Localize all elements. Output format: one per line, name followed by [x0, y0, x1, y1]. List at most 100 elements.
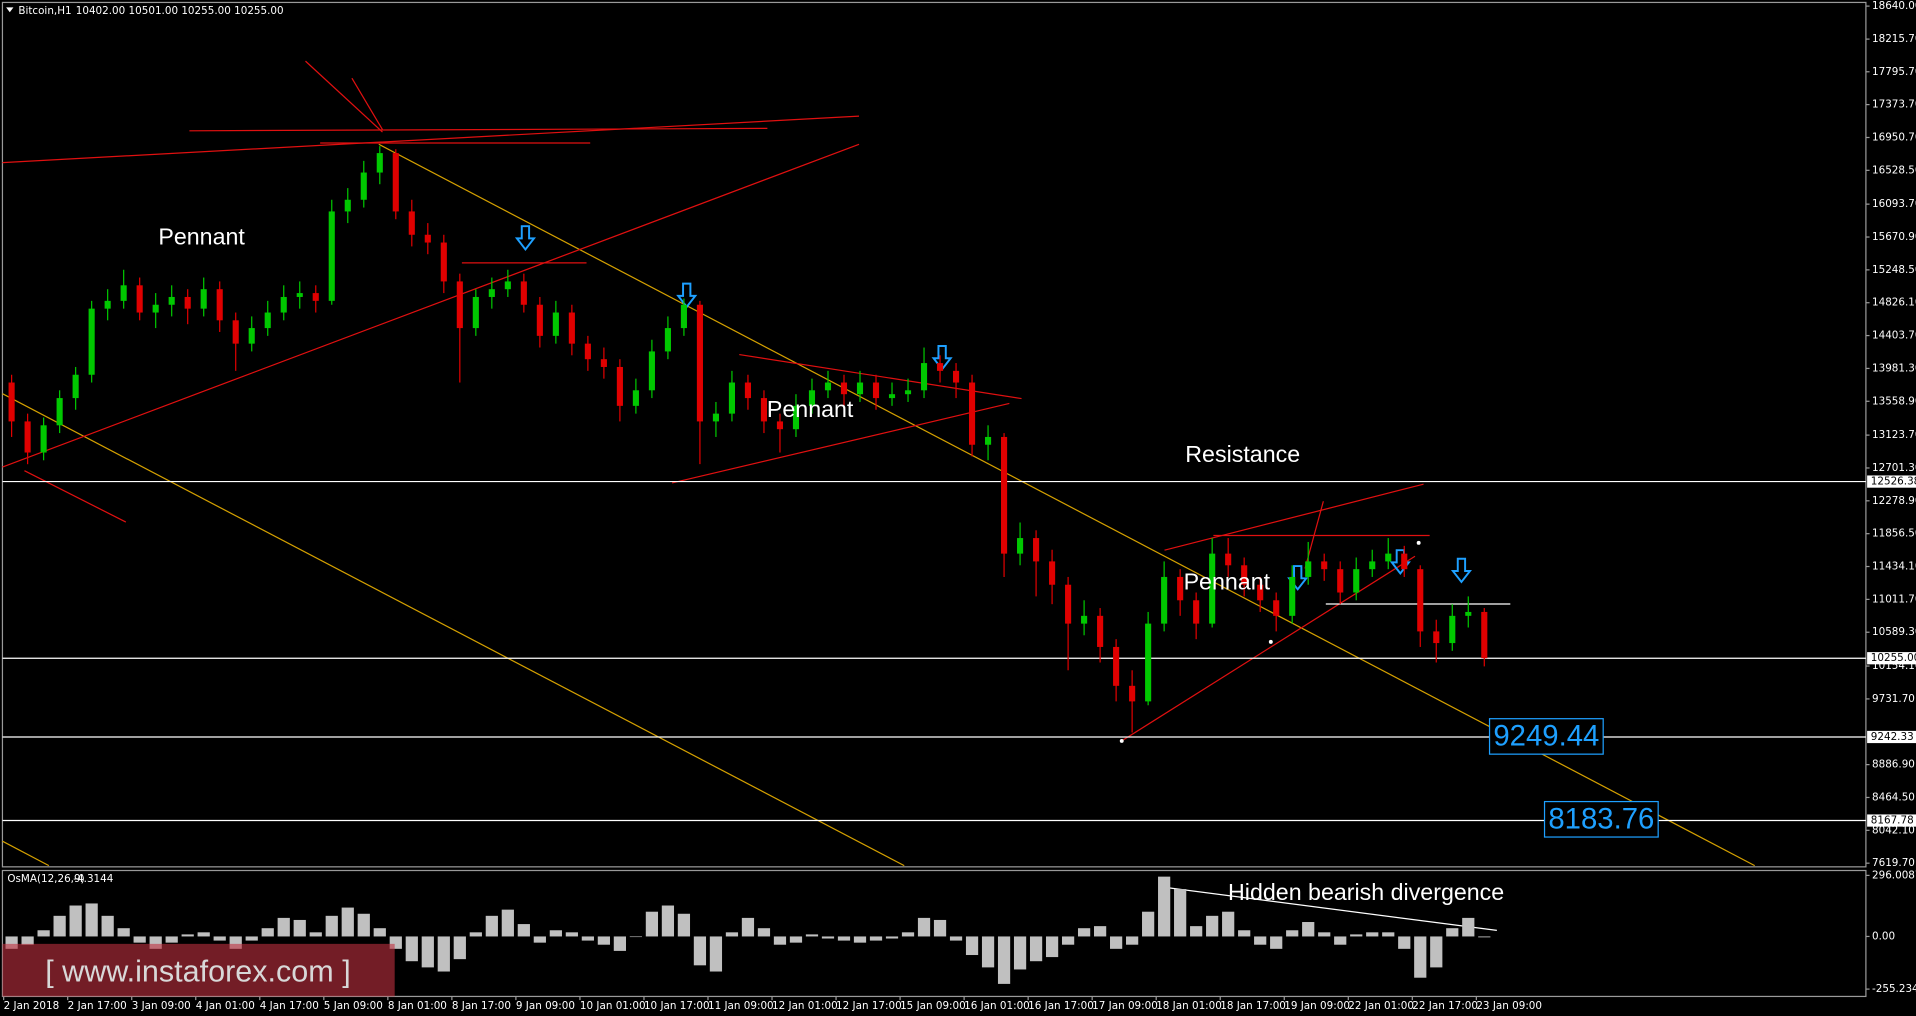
candle-body	[56, 398, 63, 426]
level-label: 8167.78	[1871, 815, 1914, 827]
candle-body	[712, 413, 719, 422]
candle-body	[856, 382, 864, 395]
candle-body	[1337, 569, 1344, 593]
y-tick-label: 8042.10	[1872, 824, 1915, 836]
target-label: 9249.44	[1493, 719, 1599, 752]
osma-bar	[741, 917, 755, 937]
osma-bar	[821, 936, 835, 939]
anchor-dot	[1119, 738, 1124, 743]
candle-body	[1065, 584, 1072, 624]
indicator-name: OsMA(12,26,9)	[7, 873, 84, 885]
indicator-tick-label: 0.00	[1872, 930, 1895, 942]
osma-bar	[565, 932, 578, 937]
candle-body	[1369, 561, 1376, 570]
indicator-frame	[1, 869, 1867, 998]
x-tick-label: 10 Jan 17:00	[644, 1000, 710, 1012]
watermark-box	[2, 943, 395, 997]
osma-bar	[485, 915, 498, 937]
candle-body	[296, 293, 303, 297]
osma-bar	[629, 936, 643, 938]
candle-body	[616, 366, 623, 406]
osma-bar	[1318, 932, 1331, 937]
candle-body	[1417, 569, 1424, 632]
candle-body	[1257, 584, 1264, 601]
y-tick-label: 12278.90	[1872, 495, 1916, 507]
y-tick-label: 16093.70	[1872, 198, 1916, 210]
osma-bar	[1094, 926, 1107, 937]
osma-bar	[1286, 930, 1299, 937]
y-tick-label: 15248.50	[1872, 264, 1916, 276]
candle-body	[536, 304, 543, 336]
osma-bar	[197, 932, 210, 937]
candle-body	[728, 382, 735, 414]
x-tick-label: 18 Jan 01:00	[1156, 1000, 1222, 1012]
candle-body	[72, 374, 79, 399]
osma-bar	[1013, 936, 1027, 970]
candle-body	[760, 398, 768, 422]
y-tick-label: 13123.70	[1872, 429, 1916, 441]
osma-bar	[869, 936, 883, 941]
osma-bar	[1174, 889, 1187, 937]
y-tick-label: 16950.70	[1872, 131, 1916, 143]
candle-body	[872, 382, 880, 399]
level-label: 10255.00	[1871, 652, 1916, 664]
candle-body	[168, 296, 175, 305]
candle-body	[824, 382, 832, 391]
candle-body	[1193, 600, 1200, 624]
osma-bar	[181, 934, 194, 937]
level-label-box	[1867, 475, 1916, 488]
y-tick-label: 12701.30	[1872, 462, 1916, 474]
y-tick-label: 18215.70	[1872, 33, 1916, 45]
osma-bar	[1158, 876, 1171, 937]
indicator-tick-label: 296.0087	[1872, 869, 1916, 881]
candle-body	[1001, 436, 1008, 554]
osma-bar	[85, 903, 98, 937]
level-label: 12526.38	[1871, 476, 1916, 488]
divergence-line	[1166, 887, 1497, 932]
osma-bar	[885, 936, 899, 939]
candle-body	[1097, 615, 1104, 647]
x-tick-label: 15 Jan 09:00	[900, 1000, 966, 1012]
osma-bar	[725, 932, 739, 937]
osma-bar	[1206, 915, 1219, 937]
y-tick-label: 11856.50	[1872, 528, 1916, 540]
osma-bar	[133, 936, 146, 943]
osma-bar	[101, 915, 114, 937]
osma-bar	[261, 928, 274, 937]
osma-bar	[677, 913, 691, 937]
osma-bar	[1077, 928, 1091, 937]
candle-body	[360, 172, 367, 200]
down-arrow	[931, 345, 953, 371]
osma-bar	[293, 919, 306, 937]
candle-body	[456, 281, 463, 329]
osma-bar	[357, 913, 370, 937]
candle-body	[1449, 615, 1456, 644]
candle-body	[472, 296, 479, 329]
down-arrow	[676, 282, 698, 309]
candle-body	[1033, 538, 1040, 562]
y-tick-label: 14826.10	[1872, 297, 1916, 309]
candle-body	[840, 382, 848, 395]
candle-body	[1273, 600, 1280, 616]
indicator-value: -4.3144	[73, 873, 113, 885]
osma-bar	[277, 917, 290, 937]
osma-bar	[1110, 936, 1123, 949]
y-tick-label: 16528.50	[1872, 164, 1916, 176]
x-tick-label: 8 Jan 01:00	[388, 1000, 447, 1012]
osma-bar	[341, 907, 354, 937]
osma-bar	[1254, 936, 1267, 945]
candle-body	[1161, 576, 1168, 624]
candle-body	[985, 436, 992, 445]
osma-bar	[965, 936, 979, 956]
candle-body	[312, 293, 319, 301]
candle-body	[216, 289, 223, 321]
y-tick-label: 14403.70	[1872, 330, 1916, 342]
candle-body	[1353, 569, 1360, 593]
candle-body	[968, 382, 976, 445]
x-tick-label: 12 Jan 17:00	[836, 1000, 902, 1012]
osma-bar	[117, 928, 130, 937]
osma-bar	[917, 917, 931, 937]
header-ohlc: 10402.00 10501.00 10255.00 10255.00	[76, 5, 284, 17]
candle-body	[744, 382, 752, 399]
